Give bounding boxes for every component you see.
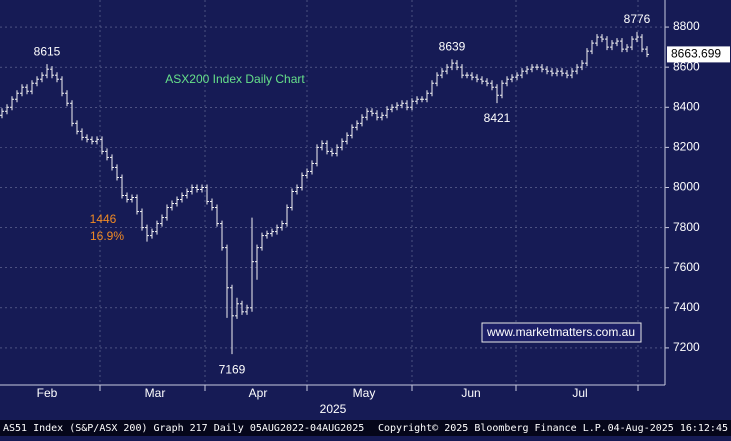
grid [0, 0, 669, 391]
footer-copyright: Copyright© 2025 Bloomberg Finance L.P. [378, 423, 607, 434]
year-label: 2025 [320, 402, 347, 416]
y-tick-label: 7600 [673, 260, 700, 274]
extreme-label: 8639 [439, 40, 466, 54]
footer-left: AS51 Index (S&P/ASX 200) Graph 217 Daily… [3, 423, 364, 434]
y-tick-label: 8600 [673, 59, 700, 73]
chart-title: ASX200 Index Daily Chart [165, 72, 305, 86]
last-price-box [667, 46, 730, 63]
y-tick-label: 7400 [673, 300, 700, 314]
y-tick-label: 8200 [673, 140, 700, 154]
watermark: www.marketmatters.com.au [486, 325, 635, 339]
y-tick-label: 8800 [673, 19, 700, 33]
extreme-label: 8776 [624, 12, 651, 26]
y-tick-label: 8400 [673, 99, 700, 113]
background [0, 0, 731, 420]
annotation: 1446 [90, 212, 117, 226]
footer-bar [0, 420, 731, 436]
x-tick-label: Jun [461, 386, 480, 400]
watermark-box [481, 322, 642, 343]
extreme-label: 8421 [484, 111, 511, 125]
labels: 7200 7400 7600 7800 8000 8200 8400 8600 8800 Feb M… [34, 12, 730, 400]
x-tick-label: Apr [249, 386, 268, 400]
y-tick-label: 7800 [673, 220, 700, 234]
bars [0, 31, 649, 355]
extreme-label: 8615 [34, 44, 61, 58]
y-tick-label: 8000 [673, 180, 700, 194]
x-tick-label: Mar [145, 386, 166, 400]
x-tick-label: Jul [572, 386, 587, 400]
annotation: 16.9% [90, 229, 124, 243]
y-tick-label: 7200 [673, 340, 700, 354]
last-price-label: 8663.699 [671, 47, 721, 61]
x-tick-label: Feb [37, 386, 58, 400]
footer-date: 04-Aug-2025 16:12:45 [608, 423, 728, 434]
x-tick-label: May [353, 386, 376, 400]
extreme-label: 7169 [219, 362, 246, 376]
